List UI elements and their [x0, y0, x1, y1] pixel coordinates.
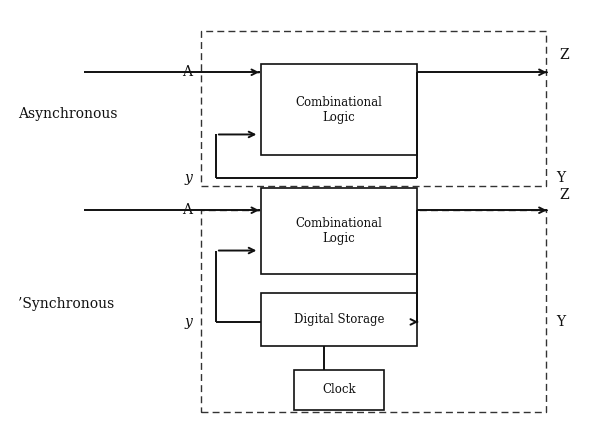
Bar — [261, 64, 417, 155]
Text: Y: Y — [556, 171, 565, 185]
Bar — [294, 370, 384, 410]
Text: Clock: Clock — [322, 383, 356, 396]
Text: Combinational
Logic: Combinational Logic — [296, 95, 382, 124]
Text: A: A — [182, 203, 192, 217]
Text: y: y — [184, 315, 192, 329]
Text: Asynchronous: Asynchronous — [18, 107, 118, 121]
Bar — [201, 210, 546, 412]
Text: Y: Y — [556, 315, 565, 329]
Bar — [261, 188, 417, 274]
Text: A: A — [182, 65, 192, 79]
Text: Combinational
Logic: Combinational Logic — [296, 217, 382, 245]
Bar — [201, 31, 546, 186]
Text: y: y — [184, 171, 192, 185]
Text: Digital Storage: Digital Storage — [294, 313, 384, 326]
Text: Z: Z — [560, 188, 569, 202]
Text: ’Synchronous: ’Synchronous — [18, 297, 114, 311]
Bar — [261, 293, 417, 346]
Text: Z: Z — [560, 48, 569, 62]
